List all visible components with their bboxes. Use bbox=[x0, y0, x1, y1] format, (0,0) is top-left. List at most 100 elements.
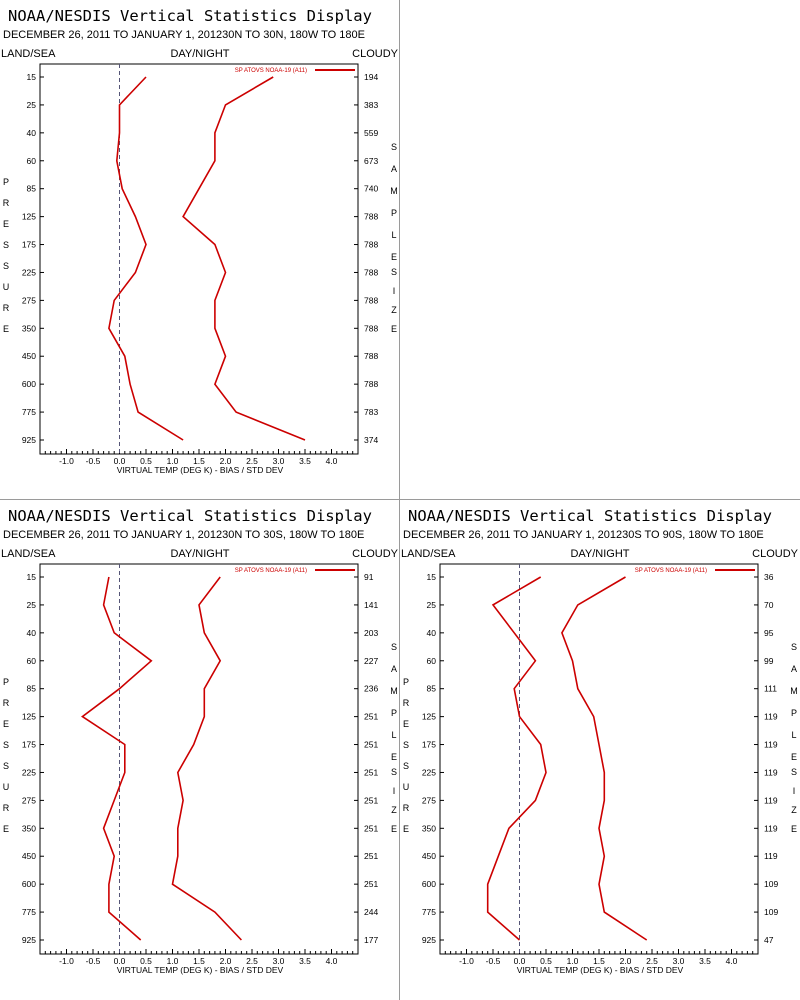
sample-label-letter: L bbox=[391, 230, 396, 240]
pressure-tick-label: 40 bbox=[27, 628, 37, 638]
pressure-label-letter: U bbox=[3, 782, 10, 792]
pressure-tick-label: 350 bbox=[22, 323, 36, 333]
sample-size-label: 788 bbox=[364, 240, 378, 250]
sample-size-label: 740 bbox=[364, 184, 378, 194]
sample-size-label: 36 bbox=[764, 572, 774, 582]
std-dev-line bbox=[182, 76, 306, 441]
size-label-letter: I bbox=[793, 786, 796, 796]
bias-line bbox=[108, 76, 184, 441]
pressure-tick-label: 85 bbox=[27, 684, 37, 694]
sample-size-label: 141 bbox=[364, 600, 378, 610]
pressure-tick-label: 450 bbox=[22, 351, 36, 361]
sample-size-label: 374 bbox=[364, 435, 378, 445]
land-sea-label: LAND/SEA bbox=[1, 548, 56, 560]
pressure-tick-label: 125 bbox=[422, 712, 436, 722]
x-tick-label: -1.0 bbox=[459, 956, 474, 966]
pressure-label-letter: E bbox=[403, 824, 409, 834]
x-tick-label: 1.0 bbox=[167, 456, 179, 466]
sample-label-letter: M bbox=[390, 686, 398, 696]
pressure-tick-label: 15 bbox=[427, 572, 437, 582]
size-label-letter: E bbox=[391, 824, 397, 834]
x-tick-label: -0.5 bbox=[486, 956, 501, 966]
sample-label-letter: P bbox=[791, 708, 797, 718]
chart-title: NOAA/NESDIS Vertical Statistics Display bbox=[8, 507, 372, 525]
x-tick-label: -1.0 bbox=[59, 456, 74, 466]
chart-panel-30n-30s: NOAA/NESDIS Vertical Statistics Display D… bbox=[0, 500, 400, 1000]
chart-svg: NOAA/NESDIS Vertical Statistics Display D… bbox=[401, 507, 799, 975]
vertical-separator-bottom bbox=[399, 500, 400, 1000]
size-label-letter: Z bbox=[791, 805, 797, 815]
x-tick-label: 3.0 bbox=[673, 956, 685, 966]
pressure-tick-label: 225 bbox=[22, 267, 36, 277]
pressure-tick-label: 85 bbox=[427, 684, 437, 694]
sample-size-label: 251 bbox=[364, 712, 378, 722]
pressure-label-letter: P bbox=[403, 677, 409, 687]
sample-size-label: 788 bbox=[364, 379, 378, 389]
sample-size-label: 70 bbox=[764, 600, 774, 610]
sample-size-label: 251 bbox=[364, 879, 378, 889]
pressure-label-letter: R bbox=[403, 698, 410, 708]
sample-size-label: 251 bbox=[364, 795, 378, 805]
x-tick-label: 3.5 bbox=[299, 456, 311, 466]
x-tick-label: 0.0 bbox=[114, 956, 126, 966]
x-tick-label: 4.0 bbox=[726, 956, 738, 966]
x-axis-label: VIRTUAL TEMP (DEG K) - BIAS / STD DEV bbox=[117, 965, 284, 975]
pressure-tick-label: 125 bbox=[22, 712, 36, 722]
pressure-tick-label: 450 bbox=[22, 851, 36, 861]
plot-frame bbox=[39, 63, 359, 455]
pressure-tick-label: 600 bbox=[422, 879, 436, 889]
cloudy-label: CLOUDY bbox=[752, 548, 799, 560]
std-dev-line bbox=[171, 576, 242, 941]
pressure-label-letter: U bbox=[403, 782, 410, 792]
x-tick-label: 3.0 bbox=[273, 456, 285, 466]
pressure-tick-label: 275 bbox=[22, 795, 36, 805]
x-tick-label: 0.5 bbox=[540, 956, 552, 966]
sample-label-letter: S bbox=[391, 642, 397, 652]
chart-svg: NOAA/NESDIS Vertical Statistics Display D… bbox=[1, 7, 399, 475]
x-tick-label: 4.0 bbox=[326, 456, 338, 466]
pressure-tick-label: 175 bbox=[22, 240, 36, 250]
pressure-tick-label: 60 bbox=[427, 656, 437, 666]
pressure-tick-label: 925 bbox=[22, 935, 36, 945]
pressure-tick-label: 60 bbox=[27, 656, 37, 666]
x-tick-label: 0.0 bbox=[514, 956, 526, 966]
sample-label-letter: E bbox=[791, 752, 797, 762]
sample-size-label: 91 bbox=[364, 572, 374, 582]
pressure-label-letter: P bbox=[3, 677, 9, 687]
pressure-tick-label: 600 bbox=[22, 879, 36, 889]
sample-size-label: 788 bbox=[364, 295, 378, 305]
sample-size-label: 559 bbox=[364, 128, 378, 138]
sample-label-letter: P bbox=[391, 708, 397, 718]
chart-panel-30s-90s: NOAA/NESDIS Vertical Statistics Display D… bbox=[400, 500, 800, 1000]
sample-label-letter: S bbox=[791, 642, 797, 652]
sample-size-label: 111 bbox=[764, 684, 777, 694]
pressure-label-letter: P bbox=[3, 177, 9, 187]
sample-size-label: 119 bbox=[764, 740, 778, 750]
sample-size-label: 236 bbox=[364, 684, 378, 694]
x-tick-label: 0.0 bbox=[114, 456, 126, 466]
pressure-tick-label: 925 bbox=[22, 435, 36, 445]
pressure-label-letter: S bbox=[3, 261, 9, 271]
sample-size-label: 119 bbox=[764, 767, 778, 777]
x-axis-label: VIRTUAL TEMP (DEG K) - BIAS / STD DEV bbox=[517, 965, 684, 975]
pressure-tick-label: 225 bbox=[22, 767, 36, 777]
land-sea-label: LAND/SEA bbox=[1, 48, 56, 60]
day-night-label: DAY/NIGHT bbox=[170, 548, 229, 560]
pressure-label-letter: R bbox=[3, 303, 10, 313]
chart-panel-30n-30n: NOAA/NESDIS Vertical Statistics Display D… bbox=[0, 0, 400, 500]
pressure-tick-label: 175 bbox=[422, 740, 436, 750]
chart-subtitle: DECEMBER 26, 2011 TO JANUARY 1, 201230N … bbox=[3, 29, 365, 41]
x-tick-label: 1.0 bbox=[567, 956, 579, 966]
x-tick-label: 3.0 bbox=[273, 956, 285, 966]
pressure-tick-label: 15 bbox=[27, 572, 37, 582]
sample-size-label: 788 bbox=[364, 323, 378, 333]
pressure-label-letter: R bbox=[403, 803, 410, 813]
pressure-label-letter: R bbox=[3, 803, 10, 813]
size-label-letter: E bbox=[791, 824, 797, 834]
pressure-tick-label: 225 bbox=[422, 767, 436, 777]
sample-size-label: 119 bbox=[764, 823, 778, 833]
pressure-tick-label: 600 bbox=[22, 379, 36, 389]
pressure-label-letter: E bbox=[3, 719, 9, 729]
sample-size-label: 177 bbox=[364, 935, 378, 945]
sample-size-label: 119 bbox=[764, 712, 778, 722]
